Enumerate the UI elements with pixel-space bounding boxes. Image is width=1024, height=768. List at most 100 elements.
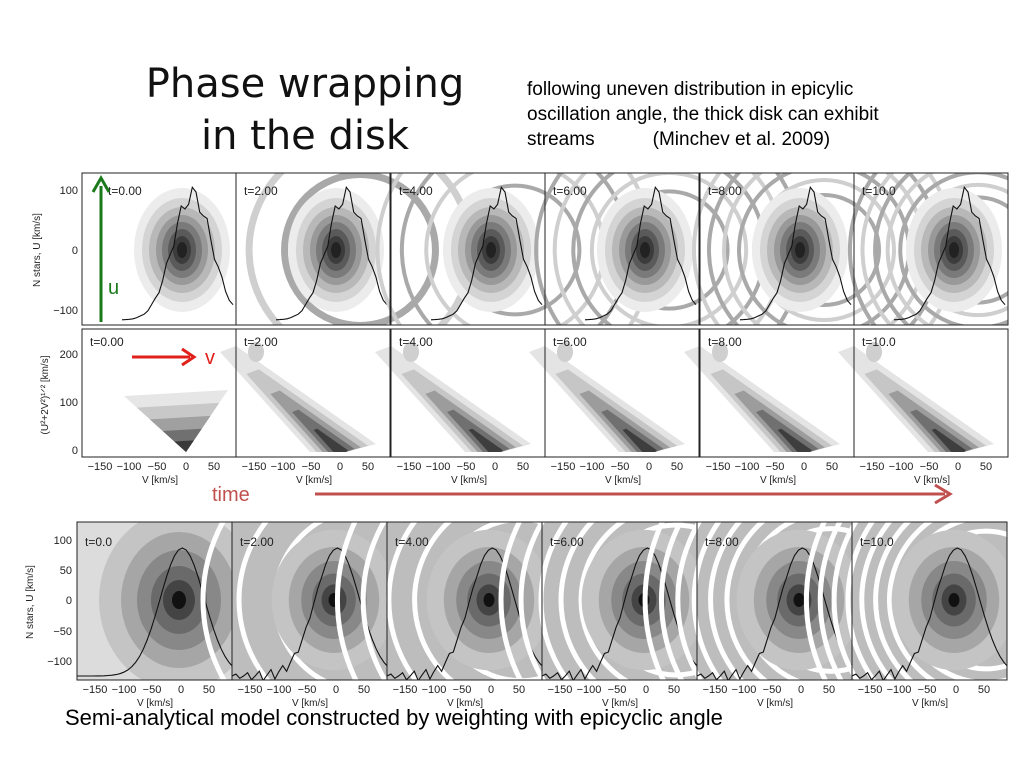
- mid-panel-3: [529, 342, 685, 452]
- note-line-1: following uneven distribution in epicyli…: [527, 79, 854, 100]
- bottom-ytick: 50: [60, 565, 72, 577]
- energy-wedge: [601, 409, 664, 452]
- model-phase-arc: [845, 522, 877, 680]
- note-line-3: streams (Minchev et al. 2009): [527, 129, 831, 150]
- bottom-xtick: −100: [267, 684, 292, 696]
- time-arrow-label: time: [212, 484, 250, 506]
- bottom-xtick: 0: [333, 684, 339, 696]
- v-arrow: v: [132, 347, 215, 369]
- bottom-time-label: t=4.00: [395, 535, 429, 549]
- mid-panel-4: [684, 342, 840, 452]
- top-xtick: −150: [397, 461, 422, 473]
- top-xtick: −50: [302, 461, 321, 473]
- energy-wedge: [734, 390, 825, 452]
- top-xtick: −100: [580, 461, 605, 473]
- mid-panel-0: [124, 390, 228, 452]
- top-row-ylabel: N stars, U [km/s]: [32, 213, 43, 287]
- phase-arc: [885, 173, 935, 325]
- model-count-curve: [696, 547, 854, 680]
- model-phase-arc: [642, 522, 1007, 680]
- model-phase-arc: [831, 522, 860, 680]
- phase-arc: [281, 173, 439, 325]
- bottom-xtick: −100: [112, 684, 137, 696]
- note-line-2: oscillation angle, the thick disk can ex…: [527, 104, 879, 125]
- mid-frame-5: [853, 328, 1009, 458]
- bottom-row-ylabel: N stars, U [km/s]: [25, 565, 36, 639]
- energy-wedge: [162, 428, 202, 452]
- star-count-curve: [893, 186, 1006, 321]
- density-contour: [640, 242, 650, 258]
- bottom-xtick: 50: [668, 684, 680, 696]
- energy-wedge: [910, 409, 973, 452]
- title-line-2: in the disk: [200, 113, 410, 159]
- mid-time-label: t=8.00: [708, 335, 742, 349]
- star-count-curve: [121, 186, 234, 321]
- star-count-curve: [430, 186, 543, 321]
- bottom-xlabel: V [km/s]: [757, 698, 793, 709]
- bottom-xtick: −50: [763, 684, 782, 696]
- star-count-curve: [584, 186, 697, 321]
- top-xtick: −150: [242, 461, 267, 473]
- top-xlabel: V [km/s]: [914, 475, 950, 486]
- bottom-xtick: −150: [83, 684, 108, 696]
- top-xtick: −150: [88, 461, 113, 473]
- top-xtick: 0: [955, 461, 961, 473]
- bottom-xtick: 0: [488, 684, 494, 696]
- phase-arc: [589, 173, 749, 325]
- citation-note: following uneven distribution in epicyli…: [527, 77, 1007, 152]
- v-arrow-label: v: [205, 347, 215, 369]
- top-xtick: 0: [492, 461, 498, 473]
- top-frame-3: [544, 172, 700, 326]
- bottom-xtick: 0: [178, 684, 184, 696]
- bottom-xtick: −150: [238, 684, 263, 696]
- top-xtick: −100: [889, 461, 914, 473]
- bottom-ytick: −50: [53, 626, 72, 638]
- u-arrow-label: u: [108, 277, 119, 299]
- bottom-time-label: t=10.0: [860, 535, 894, 549]
- energy-wedge: [313, 428, 348, 452]
- mid-panel-2: [375, 342, 531, 452]
- top-xtick: −100: [271, 461, 296, 473]
- top-xtick: 0: [646, 461, 652, 473]
- slide-title: Phase wrapping in the disk: [120, 58, 490, 162]
- bottom-xtick: −50: [918, 684, 937, 696]
- top-xlabel: V [km/s]: [296, 475, 332, 486]
- top-xtick: 0: [337, 461, 343, 473]
- energy-streak: [403, 342, 419, 362]
- bottom-xtick: −50: [298, 684, 317, 696]
- top-xlabel: V [km/s]: [605, 475, 641, 486]
- top-xtick: −150: [860, 461, 885, 473]
- top-xtick: −100: [117, 461, 142, 473]
- top-frame-5: [853, 172, 1009, 326]
- model-count-curve: [851, 547, 1007, 680]
- bottom-ytick: −100: [47, 656, 72, 668]
- bottom-xlabel: V [km/s]: [137, 698, 173, 709]
- top-xtick: −150: [551, 461, 576, 473]
- energy-wedge: [292, 409, 355, 452]
- top-panel-4: [692, 173, 956, 325]
- bottom-xtick: 50: [513, 684, 525, 696]
- energy-wedge: [579, 390, 670, 452]
- bottom-panel-5: [803, 522, 1007, 680]
- bottom-xtick: −150: [703, 684, 728, 696]
- bottom-xlabel: V [km/s]: [602, 698, 638, 709]
- model-contour: [483, 592, 495, 608]
- top-xtick: 0: [183, 461, 189, 473]
- energy-wedge: [777, 428, 812, 452]
- top-xtick: −50: [148, 461, 167, 473]
- mid-panel-1: [220, 342, 376, 452]
- row-energy-distribution: [124, 342, 994, 452]
- top-xtick: 50: [517, 461, 529, 473]
- density-contour: [331, 242, 341, 258]
- top-panel-3: [534, 173, 804, 325]
- top-xtick: 50: [362, 461, 374, 473]
- bottom-xlabel: V [km/s]: [912, 698, 948, 709]
- model-phase-arc: [859, 522, 895, 680]
- bottom-xtick: −150: [393, 684, 418, 696]
- top-xtick: −50: [457, 461, 476, 473]
- density-contour: [486, 242, 496, 258]
- bottom-xtick: −50: [143, 684, 162, 696]
- top-time-label: t=0.00: [108, 184, 142, 198]
- model-phase-arc: [886, 522, 937, 680]
